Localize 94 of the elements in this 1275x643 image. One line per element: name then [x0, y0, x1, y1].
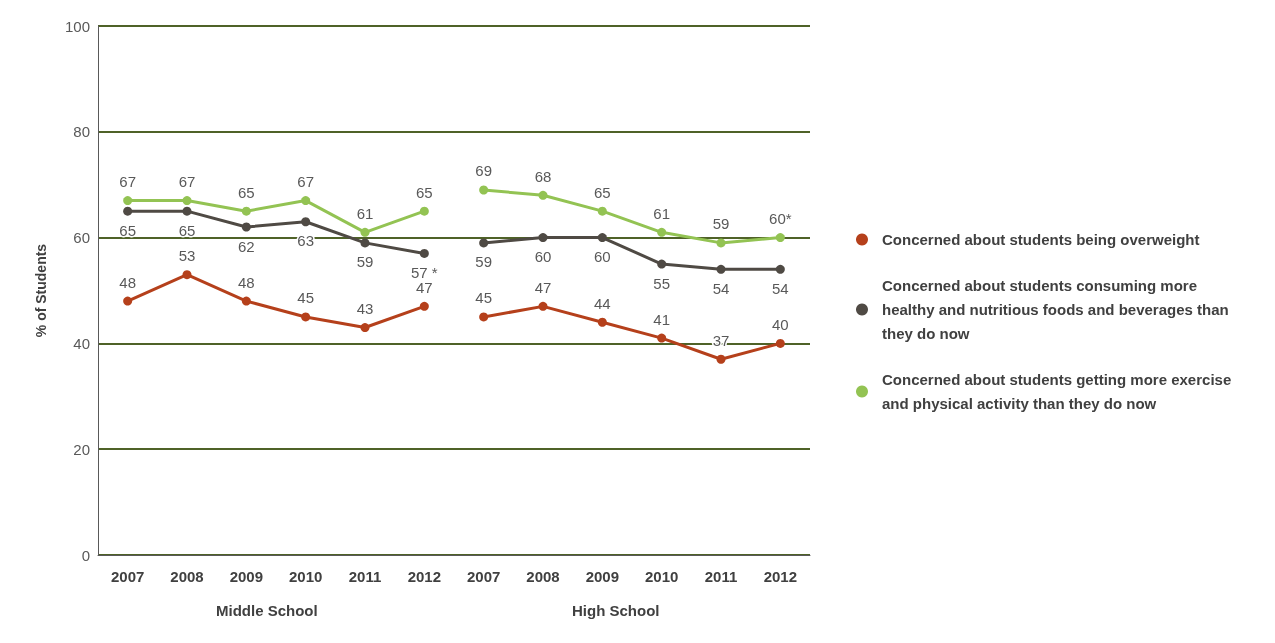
data-label: 45: [297, 289, 315, 307]
data-label: 48: [237, 273, 255, 291]
x-tick-label: 2011: [704, 568, 738, 585]
point: [716, 238, 726, 248]
data-label: 54: [712, 279, 730, 297]
y-tick-label: 0: [81, 546, 90, 564]
data-label: 40: [771, 315, 789, 333]
legend-label: Concerned about students getting more exercise and physical activity than they do now: [882, 371, 1236, 412]
x-tick-label: 2010: [288, 568, 323, 585]
y-tick-label: 20: [73, 440, 90, 458]
point: [360, 323, 370, 333]
point: [419, 248, 429, 258]
point: [360, 227, 370, 237]
point: [123, 206, 133, 216]
x-tick-label: 2008: [170, 568, 204, 585]
text: Middle School: [216, 602, 318, 619]
data-label: 65: [593, 183, 611, 201]
data-label: 61: [653, 204, 671, 222]
point: [538, 301, 548, 311]
data-label: 53: [178, 247, 196, 265]
point: [182, 206, 192, 216]
data-label: 67: [119, 173, 137, 191]
data-label: 47: [415, 278, 433, 296]
x-tick-label: 2009: [229, 568, 264, 585]
text: High School: [572, 602, 660, 619]
point: [301, 196, 311, 206]
data-label: 43: [356, 300, 374, 318]
x-tick-label: 2012: [407, 568, 442, 585]
point: [538, 233, 548, 243]
point: [775, 264, 785, 274]
data-label: 65: [178, 221, 196, 239]
data-label: 65: [237, 183, 255, 201]
point: [657, 259, 667, 269]
y-tick-label: 40: [73, 334, 90, 352]
data-label: 60: [593, 248, 611, 266]
point: [182, 196, 192, 206]
data-label: 65: [415, 183, 433, 201]
data-label: 67: [297, 173, 315, 191]
data-label: 55: [653, 274, 671, 292]
point: [716, 264, 726, 274]
data-label: 59: [475, 253, 493, 271]
point: [241, 296, 251, 306]
data-label: 59: [356, 253, 374, 271]
point: [597, 206, 607, 216]
x-tick-label: 2012: [763, 568, 798, 585]
point: [301, 217, 311, 227]
point: [479, 238, 489, 248]
y-axis-title: % of Students: [33, 243, 49, 338]
x-tick-label: 2007: [466, 568, 501, 585]
point: [123, 296, 133, 306]
data-label: 68: [534, 167, 552, 185]
point: [657, 333, 667, 343]
data-label: 65: [119, 221, 137, 239]
y-tick-label: 80: [73, 123, 90, 141]
point: [182, 270, 192, 280]
data-label: 60*: [769, 210, 792, 228]
data-label: 41: [653, 310, 671, 328]
point: [597, 317, 607, 327]
data-label: 48: [119, 273, 137, 291]
y-tick-label: 100: [64, 17, 90, 35]
point: [301, 312, 311, 322]
x-tick-label: 2010: [644, 568, 679, 585]
legend-label: Concerned about students consuming more healthy and nutritious foods and beverages than they do now: [882, 277, 1233, 342]
point: [241, 222, 251, 232]
x-tick-label: 2007: [110, 568, 145, 585]
data-label: 54: [771, 279, 789, 297]
point: [479, 312, 489, 322]
data-label: 59: [712, 215, 730, 233]
data-label: 45: [475, 289, 493, 307]
data-label: 47: [534, 278, 552, 296]
x-tick-label: 2009: [585, 568, 620, 585]
point: [479, 185, 489, 195]
point: [716, 354, 726, 364]
x-tick-label: 2011: [348, 568, 382, 585]
point: [597, 233, 607, 243]
point: [419, 206, 429, 216]
point: [241, 206, 251, 216]
point: [538, 190, 548, 200]
data-label: 61: [356, 204, 374, 222]
data-label: 69: [475, 162, 493, 180]
data-label: 62: [237, 237, 255, 255]
data-label: 60: [534, 248, 552, 266]
point: [775, 338, 785, 348]
point: [657, 227, 667, 237]
point: [360, 238, 370, 248]
data-label: 57 *: [410, 263, 438, 281]
point: [419, 301, 429, 311]
data-label: 44: [593, 294, 611, 312]
legend-label: Concerned about students being overweight: [882, 231, 1200, 248]
x-tick-label: 2008: [526, 568, 560, 585]
point: [123, 196, 133, 206]
y-tick-label: 60: [73, 229, 90, 247]
point: [775, 233, 785, 243]
data-label: 67: [178, 173, 196, 191]
